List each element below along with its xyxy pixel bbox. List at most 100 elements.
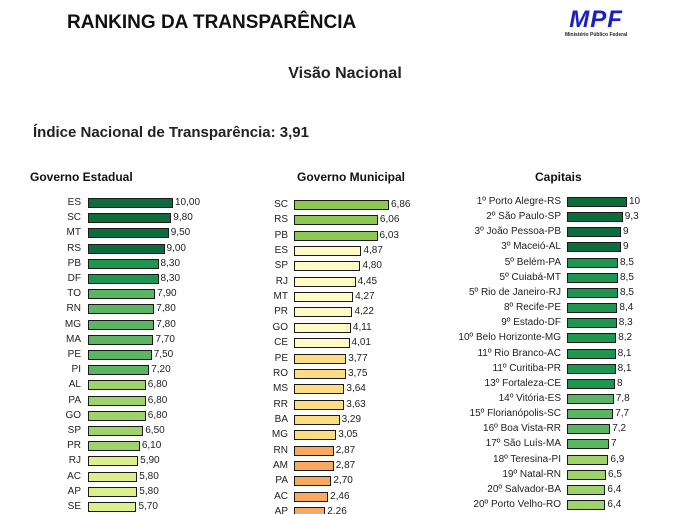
bar-label: RJ [275, 275, 288, 287]
bar [88, 350, 152, 360]
bar [294, 368, 346, 379]
bar [567, 378, 615, 389]
bar-label: SP [274, 260, 288, 272]
bar-value-label: 6,9 [610, 453, 625, 465]
bar-value-label: 8,2 [618, 332, 633, 344]
bar-label: AL [68, 379, 81, 391]
bar-value-label: 6,03 [379, 229, 399, 241]
bar-label: SC [67, 212, 81, 224]
bar-value-label: 2,26 [327, 506, 347, 514]
bar-label: AP [67, 485, 81, 497]
bar-value-label: 3,75 [347, 367, 368, 379]
bar-value-label: 6,10 [141, 440, 162, 452]
bar-label: DF [67, 273, 81, 284]
bar [88, 198, 173, 208]
bar-value-label: 5,90 [140, 455, 160, 467]
bar-label: 9º Estado-DF [501, 317, 561, 329]
bar [294, 307, 353, 318]
bar-label: BA [274, 413, 288, 425]
bar-label: 13º Fortaleza-CE [484, 377, 561, 389]
bar-label: 16º Boa Vista-RR [483, 423, 561, 435]
bar-label: ES [67, 197, 81, 208]
bar [294, 215, 378, 226]
bar-label: SC [274, 199, 288, 210]
page-title: RANKING DA TRANSPARÊNCIA [67, 12, 357, 33]
bar-value-label: 6,80 [147, 379, 168, 391]
bar-label: MS [273, 383, 288, 395]
bar-value-label: 7,70 [155, 333, 175, 345]
bar [567, 242, 621, 253]
bar [88, 502, 137, 512]
bar-label: RN [66, 303, 81, 315]
bar-label: MA [66, 333, 81, 345]
bar-value-label: 4,45 [357, 275, 378, 287]
bar-label: PB [67, 257, 81, 269]
bar-label: SP [67, 425, 81, 436]
bar-value-label: 6,06 [379, 214, 400, 226]
bar-value-label: 3,29 [341, 413, 362, 425]
bar-value-label: 7,80 [156, 318, 176, 330]
bar-value-label: 5,70 [138, 501, 158, 512]
bar-label: PA [275, 475, 288, 487]
bar-value-label: 5,80 [139, 485, 159, 497]
bar-label: PB [274, 229, 288, 241]
bar-label: 11º Curitiba-PR [492, 362, 562, 374]
bar-value-label: 7,7 [615, 408, 630, 420]
bar-label: PR [274, 306, 288, 318]
logo-subtext: Ministério Público Federal [565, 32, 628, 38]
bar [294, 322, 351, 333]
bar-value-label: 8,30 [160, 257, 181, 269]
bar [294, 230, 378, 241]
bar-value-label: 6,50 [145, 425, 165, 436]
bar-label: 20º Salvador-BA [487, 483, 561, 495]
bar [567, 333, 617, 344]
bar-label: RS [67, 242, 81, 254]
bar-value-label: 7,80 [156, 303, 176, 315]
bar [294, 460, 334, 471]
bar-label: PE [274, 352, 288, 364]
bar-label: GO [272, 321, 288, 333]
bar-value-label: 9,50 [170, 227, 191, 239]
bar-label: MT [66, 227, 81, 239]
bar [567, 272, 618, 283]
bar-value-label: 4,11 [352, 321, 372, 333]
bar [88, 228, 169, 239]
bar-label: AM [273, 459, 288, 471]
bar [88, 380, 146, 391]
panel-title-capitais: Capitais [535, 170, 582, 184]
bar [567, 500, 606, 510]
bar-value-label: 9,3 [624, 211, 639, 223]
bar [567, 348, 616, 359]
bar [88, 456, 139, 467]
panel-title-municipal: Governo Municipal [297, 170, 406, 184]
bar [567, 257, 618, 268]
bar [294, 476, 332, 487]
bar-value-label: 10 [629, 196, 641, 207]
bar [88, 334, 154, 345]
bar [294, 445, 334, 456]
logo-text: MPF [569, 6, 623, 33]
bar-label: 10º Belo Horizonte-MG [458, 332, 561, 344]
bar [88, 243, 165, 254]
bar [567, 227, 621, 238]
bar-label: PA [68, 394, 81, 406]
bar [88, 304, 155, 315]
bar [294, 384, 345, 395]
bar-value-label: 8,1 [617, 347, 632, 359]
bar-label: MT [273, 291, 288, 303]
bar [294, 414, 340, 425]
bar [294, 507, 326, 514]
bar-label: 19º Natal-RN [502, 468, 561, 480]
bar-value-label: 4,87 [363, 245, 383, 257]
bar-label: 11º Rio Branco-AC [477, 347, 561, 359]
bar [567, 197, 627, 207]
bar [567, 318, 617, 329]
bar-value-label: 8,4 [619, 302, 634, 314]
bar-label: 20º Porto Velho-RO [473, 499, 561, 510]
bar [294, 276, 356, 287]
bar-label: GO [65, 409, 81, 421]
bar-value-label: 2,87 [335, 459, 356, 471]
bar-label: 15º Florianópolis-SC [469, 408, 561, 420]
bar-value-label: 3,05 [338, 429, 358, 441]
